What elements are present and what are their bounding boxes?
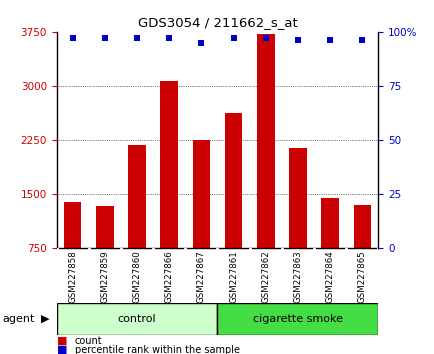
Bar	[64, 202, 81, 248]
Bar	[192, 140, 210, 248]
Text: GSM227864: GSM227864	[325, 250, 334, 303]
Text: ■: ■	[56, 336, 67, 346]
Text: ▶: ▶	[41, 314, 50, 324]
Text: GSM227858: GSM227858	[68, 250, 77, 303]
Text: count: count	[75, 336, 102, 346]
Bar	[224, 113, 242, 248]
Text: GSM227861: GSM227861	[229, 250, 237, 303]
Bar	[321, 198, 338, 248]
Text: GSM227860: GSM227860	[132, 250, 141, 303]
Text: agent: agent	[2, 314, 34, 324]
Text: GSM227867: GSM227867	[197, 250, 205, 303]
Text: cigarette smoke: cigarette smoke	[253, 314, 342, 324]
Text: GSM227862: GSM227862	[261, 250, 270, 303]
Title: GDS3054 / 211662_s_at: GDS3054 / 211662_s_at	[137, 16, 297, 29]
Text: GSM227865: GSM227865	[357, 250, 366, 303]
Text: GSM227859: GSM227859	[100, 250, 109, 303]
Bar	[217, 303, 378, 335]
Text: control: control	[118, 314, 156, 324]
Text: GSM227866: GSM227866	[164, 250, 173, 303]
Text: percentile rank within the sample: percentile rank within the sample	[75, 345, 239, 354]
Text: GSM227863: GSM227863	[293, 250, 302, 303]
Bar	[96, 206, 113, 248]
Bar	[289, 148, 306, 248]
Bar	[353, 205, 370, 248]
Bar	[160, 81, 178, 248]
Bar	[56, 303, 217, 335]
Bar	[128, 145, 145, 248]
Bar	[256, 34, 274, 248]
Text: ■: ■	[56, 345, 67, 354]
